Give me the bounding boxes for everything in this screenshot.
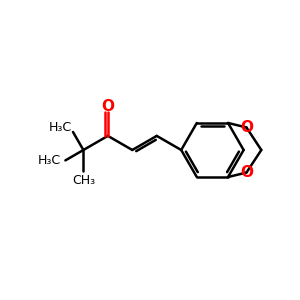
Text: O: O bbox=[101, 99, 114, 114]
Text: O: O bbox=[240, 120, 253, 135]
Text: H₃C: H₃C bbox=[48, 121, 71, 134]
Text: CH₃: CH₃ bbox=[72, 174, 95, 187]
Text: H₃C: H₃C bbox=[38, 154, 61, 167]
Text: O: O bbox=[240, 165, 253, 180]
